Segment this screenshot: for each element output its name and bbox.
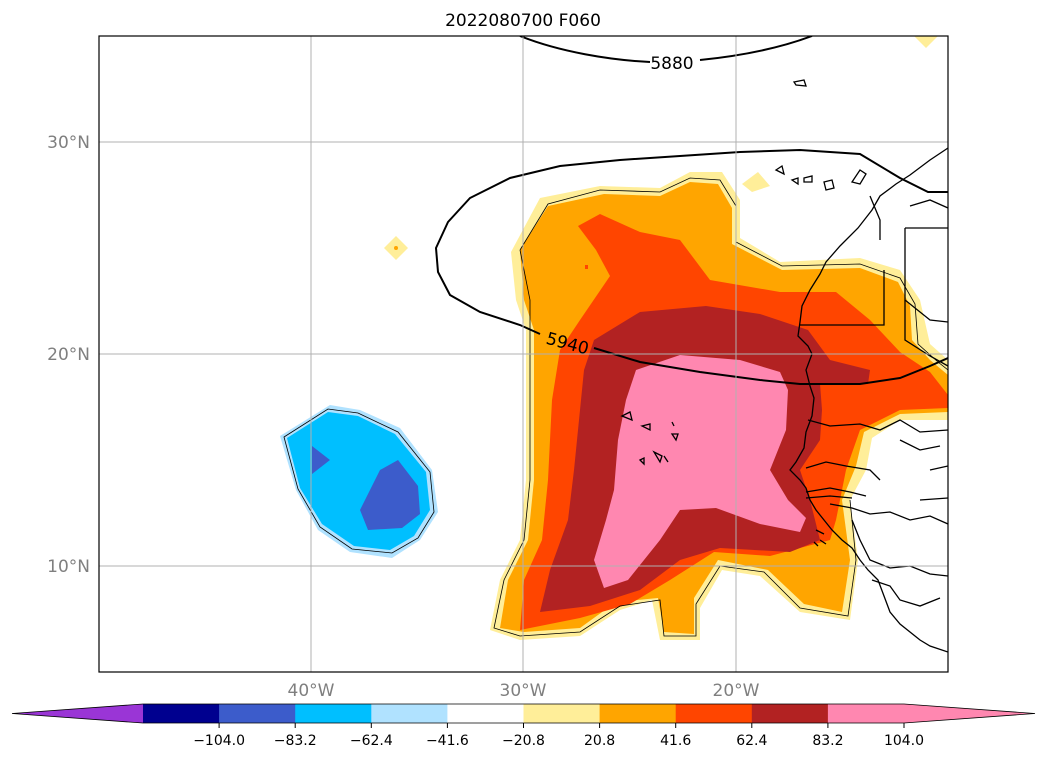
colorbar-tick-label: 62.4 — [736, 733, 767, 749]
island-cape-verde-7 — [663, 455, 669, 463]
colorbar-bin — [827, 704, 905, 723]
colorbar-bin — [143, 704, 220, 723]
contour-5880 — [519, 36, 813, 63]
island-cape-verde-5 — [638, 456, 645, 466]
border-guinea-south — [851, 519, 948, 577]
colorbar-tick-label: −83.2 — [274, 733, 317, 749]
colorbar-tick-label: −41.6 — [426, 733, 469, 749]
map-layers: 5880 5940 — [99, 36, 948, 672]
island-canary-4 — [823, 179, 835, 191]
colorbar-tick-label: 83.2 — [812, 733, 843, 749]
colorbar-bin — [523, 704, 601, 723]
colorbar-extend-under — [12, 704, 143, 723]
colorbar-tick-label: 104.0 — [884, 733, 924, 749]
isolated-pos-cell-3 — [742, 172, 770, 192]
gridlines — [99, 36, 948, 672]
islands — [620, 79, 867, 547]
lat-label-20n: 20°N — [47, 345, 90, 365]
border-sierra-leone — [871, 579, 941, 607]
island-cape-verde-3 — [671, 421, 675, 427]
colorbar-tick-label: −20.8 — [502, 733, 545, 749]
isolated-pos-cell-1-core — [394, 246, 398, 250]
colorbar-extend-over — [904, 704, 1035, 723]
colorbar-bin — [219, 704, 296, 723]
colorbar-bin — [599, 704, 677, 723]
colorbar-bin — [447, 704, 524, 723]
colorbar: −104.0 −83.2 −62.4 −41.6 −20.8 20.8 41.6 62.4 83… — [11, 703, 1036, 749]
map-area: 5880 5940 — [47, 35, 949, 701]
border-western-sahara — [800, 270, 885, 326]
lon-label-20w: 20°W — [713, 681, 760, 701]
colorbar-tick-label: −104.0 — [193, 733, 245, 749]
colorbar-tick-label: 41.6 — [660, 733, 691, 749]
colorbar-bin — [675, 704, 753, 723]
island-canary-5 — [850, 169, 867, 185]
fill-level-neg-62 — [312, 446, 420, 530]
lon-label-40w: 40°W — [288, 681, 335, 701]
lat-label-30n: 30°N — [47, 133, 90, 153]
island-bijagos — [813, 529, 827, 547]
island-canary-3 — [803, 175, 813, 183]
contour-label-5880: 5880 — [650, 54, 693, 74]
island-canary-2 — [790, 177, 799, 186]
colorbar-bin — [751, 704, 829, 723]
lat-label-10n: 10°N — [47, 557, 90, 577]
colorbar-tick-label: −62.4 — [350, 733, 393, 749]
isolated-pos-cell-4 — [585, 265, 588, 269]
island-cape-verde-6 — [652, 450, 663, 464]
contour-5940 — [434, 148, 948, 385]
island-canary-1 — [774, 164, 785, 176]
border-east — [899, 439, 948, 501]
contour-neg-outline — [283, 408, 435, 554]
map-frame — [98, 35, 949, 673]
fill-level-pos-104 — [594, 355, 806, 588]
geopotential-contours: 5880 5940 — [434, 36, 948, 385]
border-senegal-south — [805, 461, 881, 481]
island-cape-verde-1 — [620, 411, 633, 422]
island-cape-verde-4 — [670, 433, 679, 442]
isolated-pos-cell-2 — [914, 36, 938, 48]
lon-label-30w: 30°W — [500, 681, 547, 701]
border-guinea — [829, 503, 948, 525]
colorbar-bin — [295, 704, 372, 723]
map-title: 2022080700 F060 — [445, 11, 601, 31]
border-mali — [904, 300, 948, 367]
contour-pos-outline-south — [493, 249, 857, 637]
colorbar-tick-label: 20.8 — [584, 733, 615, 749]
colorbar-bin — [371, 704, 448, 723]
border-north — [869, 195, 948, 240]
border-senegal — [807, 419, 948, 433]
border-gambia — [805, 487, 867, 499]
island-cape-verde-2 — [640, 423, 651, 432]
coastlines — [789, 147, 948, 653]
border-mauritania — [904, 227, 948, 323]
island-madeira — [792, 79, 807, 87]
negative-anomaly-region — [280, 405, 438, 558]
